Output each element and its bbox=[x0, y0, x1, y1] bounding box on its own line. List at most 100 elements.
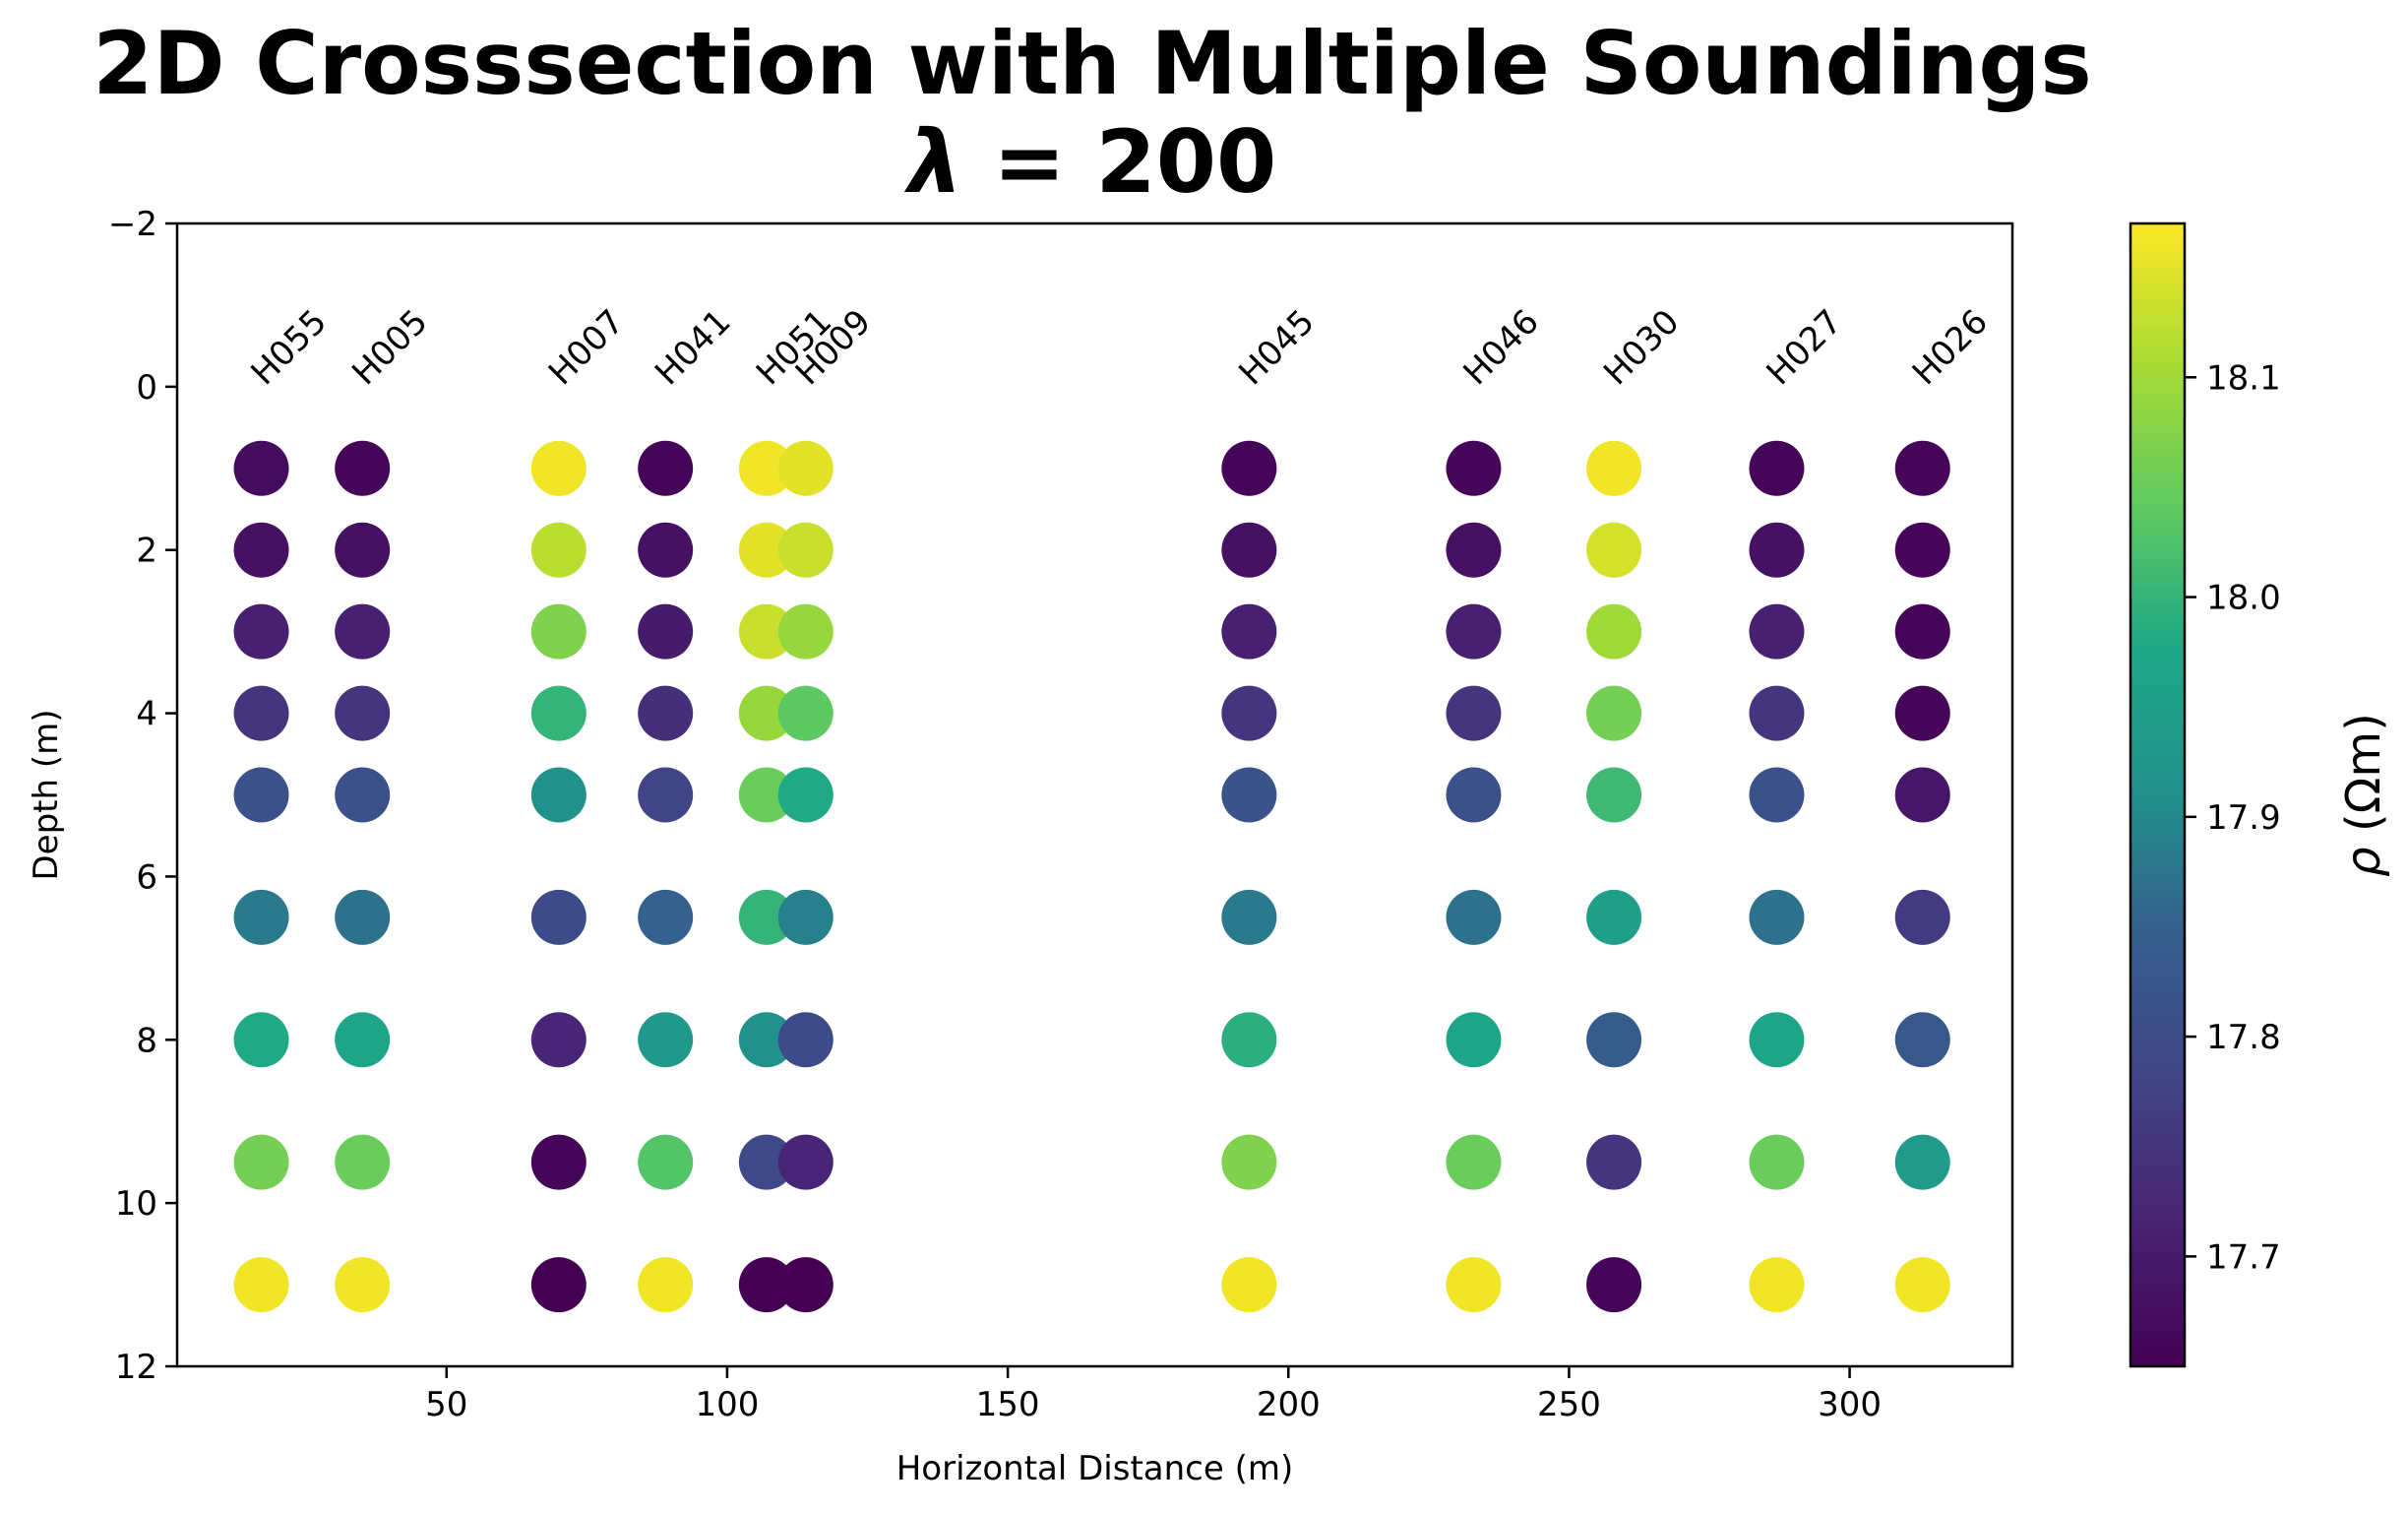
x-tick-label: 200 bbox=[1257, 1385, 1321, 1424]
data-point bbox=[777, 685, 834, 741]
data-point bbox=[1221, 1012, 1277, 1068]
data-point bbox=[1586, 522, 1642, 578]
data-point bbox=[1446, 685, 1502, 741]
data-point bbox=[1221, 1257, 1277, 1313]
data-point bbox=[777, 1257, 834, 1313]
data-point bbox=[335, 767, 391, 823]
data-point bbox=[233, 1257, 289, 1313]
sounding-label: H045 bbox=[1231, 302, 1322, 393]
data-point bbox=[638, 1134, 694, 1190]
x-tick-label: 300 bbox=[1818, 1385, 1882, 1424]
data-point bbox=[335, 1012, 391, 1068]
data-point bbox=[1586, 767, 1642, 823]
data-point bbox=[335, 1257, 391, 1313]
chart-title-line1: 2D Crosssection with Multiple Soundings bbox=[93, 13, 2092, 114]
data-point bbox=[738, 1134, 794, 1190]
data-point bbox=[638, 1012, 694, 1068]
data-point bbox=[1894, 685, 1950, 741]
data-point bbox=[1586, 603, 1642, 660]
data-point bbox=[738, 767, 794, 823]
sounding-label: H041 bbox=[648, 302, 738, 393]
data-point bbox=[1586, 1134, 1642, 1190]
data-point bbox=[233, 603, 289, 660]
data-point bbox=[1586, 1257, 1642, 1313]
data-point bbox=[777, 603, 834, 660]
x-axis-label: Horizontal Distance (m) bbox=[896, 1449, 1294, 1488]
colorbar-label-symbol: ρ bbox=[2336, 847, 2391, 876]
data-point bbox=[1446, 522, 1502, 578]
axes: 50 100 150 200 250 300 −2 0 2 4 6 8 10 12 Horizontal D… bbox=[27, 205, 2014, 1488]
data-point bbox=[1749, 603, 1805, 660]
data-point bbox=[1586, 889, 1642, 945]
data-point bbox=[1221, 440, 1277, 496]
data-point bbox=[233, 440, 289, 496]
data-point bbox=[638, 440, 694, 496]
data-point bbox=[1894, 1257, 1950, 1313]
data-point bbox=[1446, 1134, 1502, 1190]
data-point bbox=[777, 522, 834, 578]
data-point bbox=[738, 1012, 794, 1068]
data-point bbox=[1749, 767, 1805, 823]
data-point bbox=[1894, 889, 1950, 945]
data-point bbox=[1446, 603, 1502, 660]
colorbar-tick-label: 17.9 bbox=[2206, 798, 2281, 838]
data-point bbox=[233, 685, 289, 741]
sounding-label: H055 bbox=[244, 302, 335, 393]
data-point bbox=[638, 767, 694, 823]
sounding-label: H027 bbox=[1760, 302, 1850, 393]
y-tick-label: 10 bbox=[115, 1184, 157, 1224]
y-tick-label: 4 bbox=[136, 695, 157, 734]
data-point bbox=[1586, 685, 1642, 741]
data-point bbox=[1221, 1134, 1277, 1190]
data-point bbox=[638, 889, 694, 945]
data-point bbox=[233, 522, 289, 578]
sounding-label: H005 bbox=[344, 302, 435, 393]
data-point bbox=[1894, 603, 1950, 660]
y-tick-label: 6 bbox=[136, 857, 157, 897]
data-point bbox=[1586, 1012, 1642, 1068]
data-point bbox=[530, 889, 587, 945]
x-tick-label: 150 bbox=[976, 1385, 1040, 1424]
data-point bbox=[738, 603, 794, 660]
data-point bbox=[335, 1134, 391, 1190]
data-point bbox=[335, 889, 391, 945]
data-point bbox=[233, 767, 289, 823]
chart-title: 2D Crosssection with Multiple Soundings … bbox=[0, 15, 2185, 212]
sounding-label: H007 bbox=[541, 302, 632, 393]
data-point bbox=[1446, 1012, 1502, 1068]
data-point bbox=[738, 440, 794, 496]
data-point bbox=[1749, 685, 1805, 741]
data-point bbox=[530, 522, 587, 578]
lambda-symbol: λ bbox=[907, 111, 963, 213]
data-point bbox=[335, 685, 391, 741]
colorbar-tick-label: 17.8 bbox=[2206, 1018, 2281, 1057]
data-point bbox=[530, 440, 587, 496]
data-point bbox=[335, 522, 391, 578]
data-point bbox=[738, 522, 794, 578]
data-point bbox=[530, 685, 587, 741]
data-point bbox=[638, 522, 694, 578]
data-point bbox=[530, 1134, 587, 1190]
data-point bbox=[1749, 1134, 1805, 1190]
data-point bbox=[335, 603, 391, 660]
data-point bbox=[1894, 440, 1950, 496]
chart-title-line2: λ = 200 bbox=[0, 113, 2185, 212]
x-tick-label: 100 bbox=[695, 1385, 759, 1424]
lambda-value: = 200 bbox=[993, 111, 1277, 213]
data-point bbox=[1894, 522, 1950, 578]
data-point bbox=[777, 1134, 834, 1190]
data-point bbox=[1221, 685, 1277, 741]
data-point bbox=[1894, 1134, 1950, 1190]
data-point bbox=[777, 1012, 834, 1068]
y-tick-label: 2 bbox=[136, 532, 157, 571]
data-point bbox=[1221, 889, 1277, 945]
data-point bbox=[1446, 889, 1502, 945]
data-point bbox=[1221, 522, 1277, 578]
data-point bbox=[1221, 603, 1277, 660]
data-point bbox=[1894, 1012, 1950, 1068]
colorbar-tick-label: 18.1 bbox=[2206, 358, 2281, 398]
data-point bbox=[233, 889, 289, 945]
data-point bbox=[777, 767, 834, 823]
data-point bbox=[1749, 522, 1805, 578]
